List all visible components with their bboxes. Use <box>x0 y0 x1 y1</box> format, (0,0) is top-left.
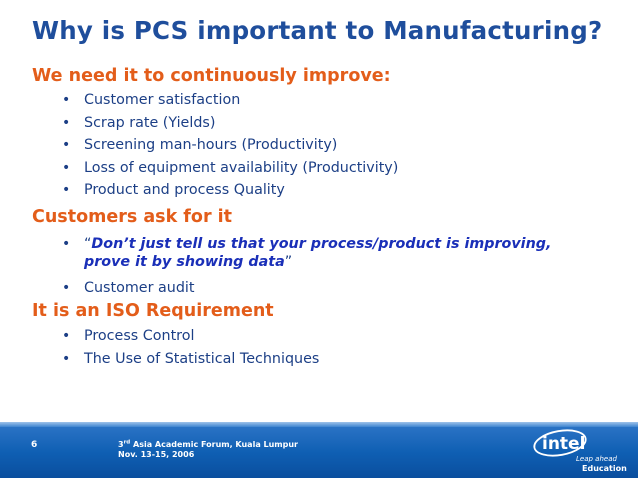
bullet-icon: • <box>62 159 71 176</box>
logo-label: Education <box>582 464 627 473</box>
event-name: 3rd Asia Academic Forum, Kuala Lumpur <box>118 439 298 449</box>
list-item: • The Use of Statistical Techniques <box>62 350 320 367</box>
list-item: • Product and process Quality <box>62 182 285 198</box>
logo-brand: intel <box>542 434 585 454</box>
section-heading-customers: Customers ask for it <box>32 207 233 227</box>
bullet-icon: • <box>62 350 71 367</box>
list-item: • Customer satisfaction <box>62 92 241 108</box>
bullet-icon: • <box>62 92 71 108</box>
footer-band <box>0 422 638 478</box>
section-heading-improve: We need it to continuously improve: <box>32 66 391 86</box>
list-item: • Process Control <box>62 328 195 344</box>
intel-education-logo: intel Leap ahead Education <box>532 428 627 474</box>
bullet-icon: • <box>62 114 71 131</box>
logo-tagline: Leap ahead <box>576 455 617 463</box>
improve-bullet-list: • Customer satisfaction • Scrap rate (Yiel… <box>62 90 398 203</box>
bullet-icon: • <box>62 280 71 296</box>
list-item: • “Don’t just tell us that your process/p… <box>62 236 552 270</box>
customers-bullet-list: • “Don’t just tell us that your process/p… <box>62 235 582 301</box>
footer-event-info: 3rd Asia Academic Forum, Kuala Lumpur No… <box>118 440 298 460</box>
bullet-icon: • <box>62 236 71 252</box>
intel-logo-icon: intel <box>533 429 587 457</box>
iso-bullet-list: • Process Control • The Use of Statistical… <box>62 326 319 371</box>
slide-title: Why is PCS important to Manufacturing? <box>32 16 603 45</box>
bullet-icon: • <box>62 182 71 198</box>
list-item: • Loss of equipment availability (Product… <box>62 159 399 176</box>
customer-quote: Don’t just tell us that your process/pro… <box>84 236 552 270</box>
list-item: • Screening man-hours (Productivity) <box>62 137 338 153</box>
event-dates: Nov. 13-15, 2006 <box>118 450 195 459</box>
page-number: 6 <box>31 440 38 450</box>
list-item: • Scrap rate (Yields) <box>62 114 216 131</box>
section-heading-iso: It is an ISO Requirement <box>32 301 274 321</box>
list-item: • Customer audit <box>62 280 195 296</box>
bullet-icon: • <box>62 328 71 344</box>
bullet-icon: • <box>62 137 71 153</box>
